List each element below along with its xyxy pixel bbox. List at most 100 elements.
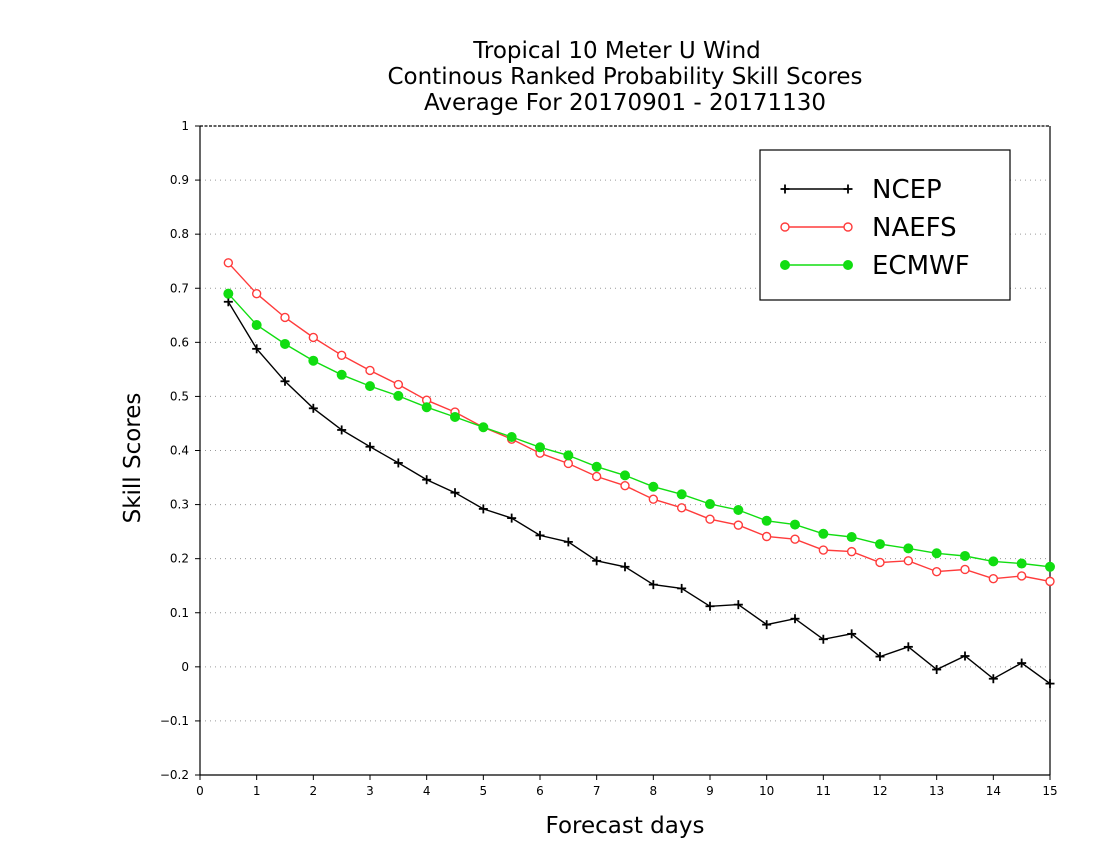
series-ncep-point — [932, 665, 942, 675]
y-tick-label: 0.4 — [170, 444, 189, 458]
y-tick-label: 0 — [181, 660, 189, 674]
legend-item-naefs: NAEFS — [780, 213, 957, 243]
series-naefs-point — [308, 332, 319, 343]
series-naefs-point — [705, 514, 715, 524]
series-ecmwf-point — [818, 528, 829, 539]
series-ecmwf-point — [563, 450, 574, 461]
series-ecmwf-point — [676, 489, 687, 500]
series-ecmwf-point — [535, 442, 545, 453]
series-ncep-point — [365, 442, 375, 452]
x-tick-label: 14 — [986, 784, 1001, 798]
series-naefs — [223, 258, 1055, 587]
y-tick-label: 0.7 — [170, 281, 189, 295]
series-ecmwf-point — [506, 431, 517, 442]
series-ecmwf-point — [903, 543, 914, 554]
y-tick-label: 1 — [181, 119, 189, 133]
series-ecmwf-point — [450, 411, 460, 422]
series-ecmwf-point — [988, 556, 999, 567]
series-ncep-point — [875, 652, 885, 662]
chart-title-line-3: Average For 20170901 - 20171130 — [424, 90, 826, 116]
x-tick-label: 13 — [929, 784, 944, 798]
y-tick-label: 0.3 — [170, 498, 189, 512]
y-tick-label: −0.2 — [160, 768, 189, 782]
series-ncep — [223, 297, 1055, 689]
legend-swatch-marker — [780, 260, 790, 270]
series-ncep-point — [648, 580, 658, 590]
series-naefs-point — [960, 564, 970, 575]
series-ecmwf-point — [280, 338, 290, 349]
series-ecmwf-point — [790, 519, 800, 530]
series-ncep-point — [988, 674, 998, 684]
series-naefs-point — [761, 531, 772, 542]
series-ncep-point — [1017, 658, 1027, 668]
y-tick-label: −0.1 — [160, 714, 189, 728]
series-ecmwf-point — [648, 481, 659, 492]
series-ncep-point — [818, 634, 828, 644]
series-ncep-point — [393, 458, 403, 468]
series-naefs-point — [733, 520, 744, 530]
series-ncep-point — [1045, 679, 1055, 689]
series-naefs-point — [790, 534, 800, 544]
series-ecmwf-point — [421, 402, 432, 413]
x-tick-label: 4 — [423, 784, 431, 798]
legend-label-naefs: NAEFS — [872, 213, 957, 243]
series-ecmwf-point — [1016, 558, 1027, 569]
series-ecmwf-point — [875, 539, 885, 550]
legend: NCEP NAEFS ECMWF — [759, 149, 1011, 301]
x-tick-label: 12 — [872, 784, 887, 798]
x-tick-label: 10 — [759, 784, 774, 798]
series-naefs-point — [591, 471, 602, 482]
legend-swatch-marker — [843, 222, 853, 232]
x-axis-ticks: 0 1 2 3 4 5 6 7 8 9 10 11 12 13 14 15 — [196, 775, 1058, 798]
x-tick-label: 7 — [593, 784, 601, 798]
x-tick-label: 5 — [480, 784, 488, 798]
series-ecmwf-point — [365, 381, 375, 392]
series-naefs-point — [818, 545, 829, 555]
series-ecmwf-line — [227, 293, 1051, 568]
series-ncep-point — [903, 642, 913, 652]
series-ncep-point — [762, 620, 772, 630]
series-ecmwf-point — [846, 532, 857, 543]
series-ncep-point — [280, 376, 290, 386]
x-tick-label: 8 — [650, 784, 658, 798]
legend-label-ecmwf: ECMWF — [872, 251, 970, 281]
series-ncep-point — [507, 513, 517, 523]
series-ncep-point — [252, 344, 262, 354]
series-ncep-point — [592, 556, 602, 566]
y-tick-label: 0.9 — [170, 173, 189, 187]
legend-swatch-marker — [780, 222, 790, 232]
series-ecmwf-point — [336, 369, 347, 380]
series-ncep-point — [790, 614, 800, 624]
series-ecmwf — [223, 288, 1055, 572]
legend-item-ncep: NCEP — [780, 175, 942, 205]
y-axis-label: Skill Scores — [120, 393, 146, 524]
series-naefs-point — [875, 557, 885, 568]
series-naefs-point — [931, 566, 942, 577]
series-ncep-point — [223, 297, 233, 307]
series-ncep-point — [422, 475, 432, 485]
y-tick-label: 0.8 — [170, 227, 189, 241]
series-ncep-point — [677, 583, 687, 593]
series-ncep-point — [705, 601, 715, 611]
x-tick-label: 1 — [253, 784, 261, 798]
series-naefs-point — [365, 365, 375, 376]
legend-swatch-marker — [780, 184, 790, 194]
x-tick-label: 9 — [706, 784, 714, 798]
series-ncep-point — [847, 629, 857, 639]
x-tick-label: 0 — [196, 784, 204, 798]
series-ecmwf-point — [478, 422, 489, 433]
legend-box — [759, 149, 1011, 301]
series-ecmwf-point — [960, 550, 970, 561]
series-ecmwf-point — [733, 504, 744, 515]
series-ncep-point — [563, 537, 573, 547]
series-ncep-line — [227, 301, 1051, 685]
series-naefs-point — [1045, 576, 1055, 587]
x-tick-label: 15 — [1042, 784, 1057, 798]
x-tick-label: 2 — [310, 784, 318, 798]
series-naefs-point — [563, 458, 574, 469]
series-ncep-point — [308, 403, 318, 413]
legend-item-ecmwf: ECMWF — [780, 251, 970, 281]
series-naefs-point — [648, 494, 659, 504]
series-naefs-point — [280, 312, 290, 323]
